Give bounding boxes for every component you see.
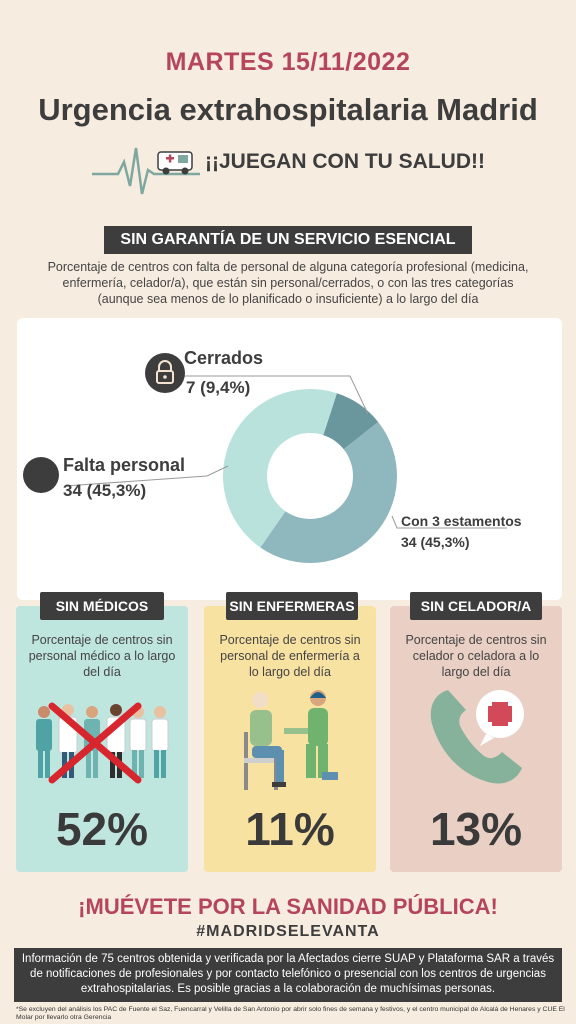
- card-sin-medicos: SIN MÉDICOS Porcentaje de centros sin pe…: [16, 592, 188, 872]
- slice-con-3-estamentos: [223, 389, 337, 548]
- page-title: Urgencia extrahospitalaria Madrid: [38, 92, 538, 127]
- card-description: Porcentaje de centros sin personal médic…: [28, 633, 176, 679]
- lock-icon: [145, 353, 185, 393]
- card-tag: SIN CELADOR/A: [410, 592, 542, 620]
- phone-medical-icon: [430, 690, 524, 784]
- card-tag: SIN ENFERMERAS: [226, 592, 358, 620]
- nurse-patient-icon: [244, 690, 338, 790]
- person-icon: [23, 457, 59, 493]
- leader-line-falta-personal: [64, 465, 229, 487]
- call-to-action: ¡MUÉVETE POR LA SANIDAD PÚBLICA!: [78, 894, 498, 919]
- card-sin-enfermeras: SIN ENFERMERAS Porcentaje de centros sin…: [204, 592, 376, 872]
- slice-falta-personal: [260, 421, 398, 564]
- label-con-3-estamentos: Con 3 estamentos: [401, 513, 522, 529]
- hashtag: #MADRIDSELEVANTA: [196, 923, 380, 940]
- label-falta-personal: Falta personal: [63, 455, 186, 475]
- card-tag: SIN MÉDICOS: [40, 592, 164, 620]
- leader-line-con-3-estamentos: [391, 515, 507, 529]
- card-description: Porcentaje de centros sin personal de en…: [219, 633, 361, 679]
- card-sin-celador: SIN CELADOR/A Porcentaje de centros sin …: [390, 592, 562, 872]
- label-cerrados: Cerrados: [184, 348, 264, 368]
- donut-chart: [64, 375, 507, 564]
- leader-line-cerrados: [183, 375, 369, 415]
- card-description: Porcentaje de centros sin celador o cela…: [405, 633, 547, 679]
- doctors-crossed-icon: [36, 702, 169, 784]
- card-percentage: 52%: [55, 803, 149, 855]
- tagline: ¡¡JUEGAN CON TU SALUD!!: [205, 150, 485, 173]
- date-heading: MARTES 15/11/2022: [165, 48, 411, 76]
- slice-cerrados: [323, 393, 379, 450]
- heartbeat-ambulance-icon: [92, 147, 200, 195]
- value-con-3-estamentos: 34 (45,3%): [401, 534, 470, 550]
- value-cerrados: 7 (9,4%): [186, 378, 251, 397]
- card-percentage: 11%: [245, 803, 335, 855]
- card-percentage: 13%: [429, 803, 523, 855]
- footnote: *Se excluyen del análisis los PAC de Fue…: [16, 1006, 565, 1021]
- value-falta-personal: 34 (45,3%): [63, 481, 147, 500]
- section-banner: SIN GARANTÍA DE UN SERVICIO ESENCIAL: [104, 226, 472, 254]
- info-box: Información de 75 centros obtenida y ver…: [14, 948, 562, 1002]
- section-description: Porcentaje de centros con falta de perso…: [47, 260, 529, 306]
